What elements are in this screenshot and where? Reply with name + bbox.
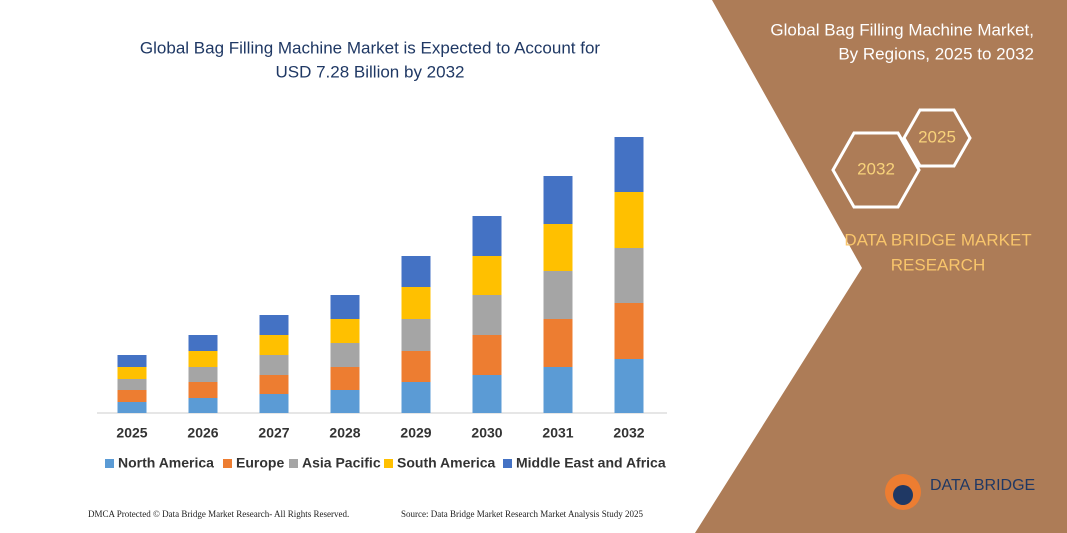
bar-segment	[543, 224, 573, 271]
footer: Source: Data Bridge Market Research Mark…	[401, 509, 643, 519]
bar-segment	[117, 379, 147, 390]
legend-label: North America	[118, 455, 214, 471]
bar-segment	[614, 192, 644, 248]
chart-title: Global Bag Filling Machine Market is Exp…	[140, 38, 601, 57]
bar-segment	[543, 367, 573, 413]
chart-title: USD 7.28 Billion by 2032	[275, 62, 464, 81]
hex-label: 2032	[857, 159, 895, 178]
side-panel	[695, 0, 1067, 533]
x-tick-label: 2026	[187, 425, 218, 441]
footer: DMCA Protected © Data Bridge Market Rese…	[88, 509, 349, 519]
bar-segment	[472, 256, 502, 295]
x-tick-label: 2025	[116, 425, 147, 441]
panel-title: Global Bag Filling Machine Market,	[770, 20, 1034, 39]
bar-segment	[543, 176, 573, 224]
bar-segment	[472, 216, 502, 256]
bar-segment	[259, 315, 289, 335]
bar-segment	[330, 390, 360, 413]
bar-segment	[188, 367, 218, 382]
logo-text: DATA BRIDGE	[930, 477, 1035, 494]
bar-segment	[543, 319, 573, 367]
bar-segment	[472, 295, 502, 335]
bar-segment	[117, 355, 147, 367]
bar-segment	[259, 355, 289, 375]
x-tick-label: 2029	[400, 425, 431, 441]
x-tick-label: 2032	[613, 425, 644, 441]
legend-label: Europe	[236, 455, 284, 471]
bar-segment	[614, 303, 644, 359]
bar-segment	[401, 319, 431, 351]
x-tick-label: 2030	[471, 425, 502, 441]
bar-segment	[472, 335, 502, 375]
legend-label: Middle East and Africa	[516, 455, 666, 471]
bar-segment	[259, 335, 289, 355]
bar-segment	[614, 248, 644, 303]
bar-segment	[401, 287, 431, 319]
hexagon	[831, 131, 921, 209]
bar-segment	[330, 295, 360, 319]
bar-segment	[188, 382, 218, 398]
legend-swatch	[223, 459, 232, 468]
bar-segment	[401, 256, 431, 287]
legend-label: South America	[397, 455, 495, 471]
bar-segment	[117, 367, 147, 379]
x-tick-label: 2027	[258, 425, 289, 441]
bar-segment	[117, 390, 147, 402]
legend-swatch	[503, 459, 512, 468]
bar-segment	[401, 351, 431, 382]
bar-segment	[259, 375, 289, 394]
hex-label: 2025	[918, 127, 956, 146]
hexagon	[902, 108, 972, 168]
legend-swatch	[105, 459, 114, 468]
bar-segment	[188, 351, 218, 367]
legend-swatch	[289, 459, 298, 468]
bar-segment	[614, 359, 644, 413]
brand: RESEARCH	[891, 255, 985, 274]
brand: DATA BRIDGE MARKET	[844, 230, 1031, 249]
x-tick-label: 2031	[542, 425, 573, 441]
bar-segment	[330, 319, 360, 343]
legend-swatch	[384, 459, 393, 468]
panel-title: By Regions, 2025 to 2032	[838, 44, 1034, 63]
legend-label: Asia Pacific	[302, 455, 381, 471]
bar-segment	[117, 402, 147, 413]
bar-segment	[330, 367, 360, 390]
logo-icon	[893, 485, 913, 505]
bar-segment	[259, 394, 289, 413]
x-tick-label: 2028	[329, 425, 360, 441]
bar-segment	[614, 137, 644, 192]
bar-segment	[472, 375, 502, 413]
bar-segment	[188, 335, 218, 351]
bar-segment	[401, 382, 431, 413]
bar-segment	[543, 271, 573, 319]
bar-segment	[188, 398, 218, 413]
bar-segment	[330, 343, 360, 367]
